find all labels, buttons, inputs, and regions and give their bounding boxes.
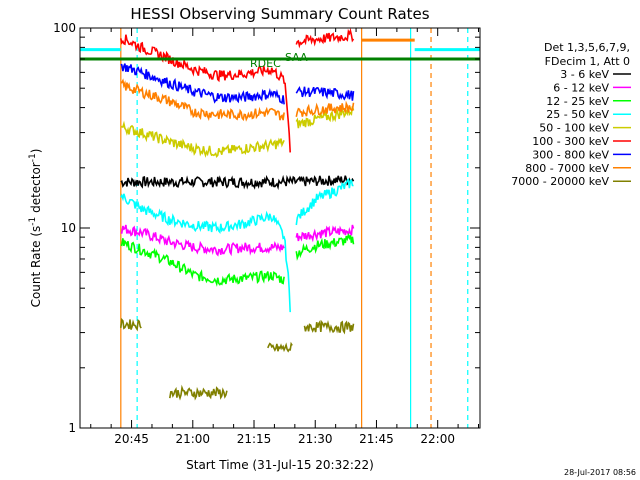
series-line-5-segment-2 (295, 106, 355, 129)
data-layer (80, 27, 480, 428)
legend-label-1: 3 - 6 keV (560, 68, 609, 81)
legend-label-7: 300 - 800 keV (532, 148, 609, 161)
series-line-1-segment-1 (120, 174, 355, 191)
series-line-7-segment-2 (295, 86, 355, 101)
legend-label-2: 6 - 12 keV (553, 81, 609, 94)
x-tick-label-3: 21:30 (298, 432, 333, 446)
flag-label-rdec: RDEC (250, 57, 281, 70)
series-line-6-segment-1 (120, 34, 291, 153)
legend-label-5: 50 - 100 keV (539, 122, 609, 135)
x-tick-label-0: 20:45 (114, 432, 149, 446)
legend-label-9: 7000 - 20000 keV (511, 175, 609, 188)
series-line-9-segment-1 (120, 317, 142, 332)
axis-layer: 20:45 21:00 21:15 21:30 21:45 22:00 1 10 100 (53, 21, 480, 446)
x-tick-label-2: 21:15 (237, 432, 272, 446)
series-line-5-segment-1 (120, 120, 285, 158)
series-line-2-segment-1 (120, 224, 285, 257)
series-line-3-segment-1 (120, 238, 285, 287)
x-tick-label-4: 21:45 (359, 432, 394, 446)
series-line-4-segment-1 (120, 193, 291, 313)
series-line-7-segment-1 (120, 63, 285, 105)
legend-label-4: 25 - 50 keV (546, 108, 609, 121)
legend-label-8: 800 - 7000 keV (525, 162, 609, 175)
y-axis-label: Count Rate (s-1 detector-1) (28, 149, 43, 308)
legend-label-6: 100 - 300 keV (532, 135, 609, 148)
chart-title: HESSI Observing Summary Count Rates (130, 5, 429, 23)
series-line-4-segment-2 (295, 178, 354, 226)
legend-header-2: FDecim 1, Att 0 (545, 55, 630, 68)
x-axis-label: Start Time (31-Jul-15 20:32:22) (186, 458, 374, 472)
series-line-3-segment-2 (295, 232, 355, 261)
series-line-9-segment-4 (303, 319, 355, 335)
flag-label-saa: SAA (285, 51, 308, 64)
y-tick-label-0: 1 (68, 421, 76, 435)
legend-label-3: 12 - 25 keV (546, 95, 609, 108)
series-line-9-segment-2 (169, 384, 228, 401)
series-line-2-segment-2 (295, 224, 355, 243)
series-line-8-segment-2 (295, 100, 355, 117)
x-tick-label-5: 22:00 (420, 432, 455, 446)
series-line-9-segment-3 (267, 341, 293, 353)
timestamp: 28-Jul-2017 08:56 (564, 468, 636, 477)
y-tick-label-2: 100 (53, 21, 76, 35)
series-line-6-segment-2 (295, 27, 355, 49)
legend-header-1: Det 1,3,5,6,7,9, (544, 41, 630, 54)
x-tick-label-1: 21:00 (175, 432, 210, 446)
y-tick-label-1: 10 (61, 221, 76, 235)
series-line-8-segment-1 (120, 78, 285, 122)
